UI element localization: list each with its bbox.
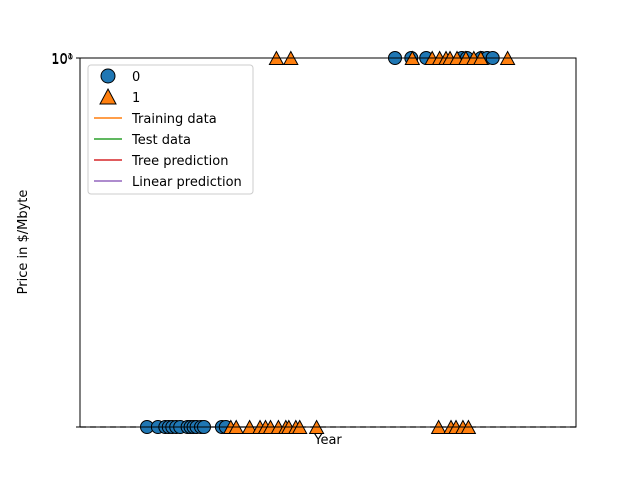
y-tick-label: 10¹ (51, 52, 73, 67)
legend-frame (87, 64, 254, 195)
y-axis-label: Price in $/Mbyte (16, 190, 31, 295)
legend-label: Linear prediction (132, 175, 242, 190)
y-tick-label: 10⁰ (51, 53, 73, 68)
legend-marker-circle (100, 68, 116, 84)
legend-marker-triangle (99, 87, 117, 105)
legend-label: 0 (132, 70, 140, 85)
legend-label: Test data (131, 133, 191, 148)
y-axis-ticks: 10¹ 10⁰ (51, 52, 80, 428)
legend: 0 1 Training data Test data Tree predict… (87, 64, 254, 195)
legend-label: Tree prediction (131, 154, 228, 169)
axes-frame (79, 57, 577, 428)
x-axis-label: Year (313, 433, 342, 448)
legend-label: 1 (132, 91, 140, 106)
legend-label: Training data (131, 112, 217, 127)
